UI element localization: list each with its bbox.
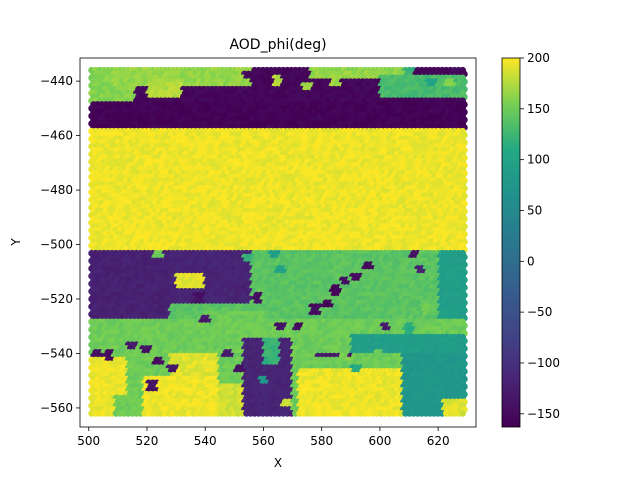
chart-title: AOD_phi(deg) [229,37,326,53]
plot-area [80,58,476,427]
heatmap-cells [88,66,468,417]
